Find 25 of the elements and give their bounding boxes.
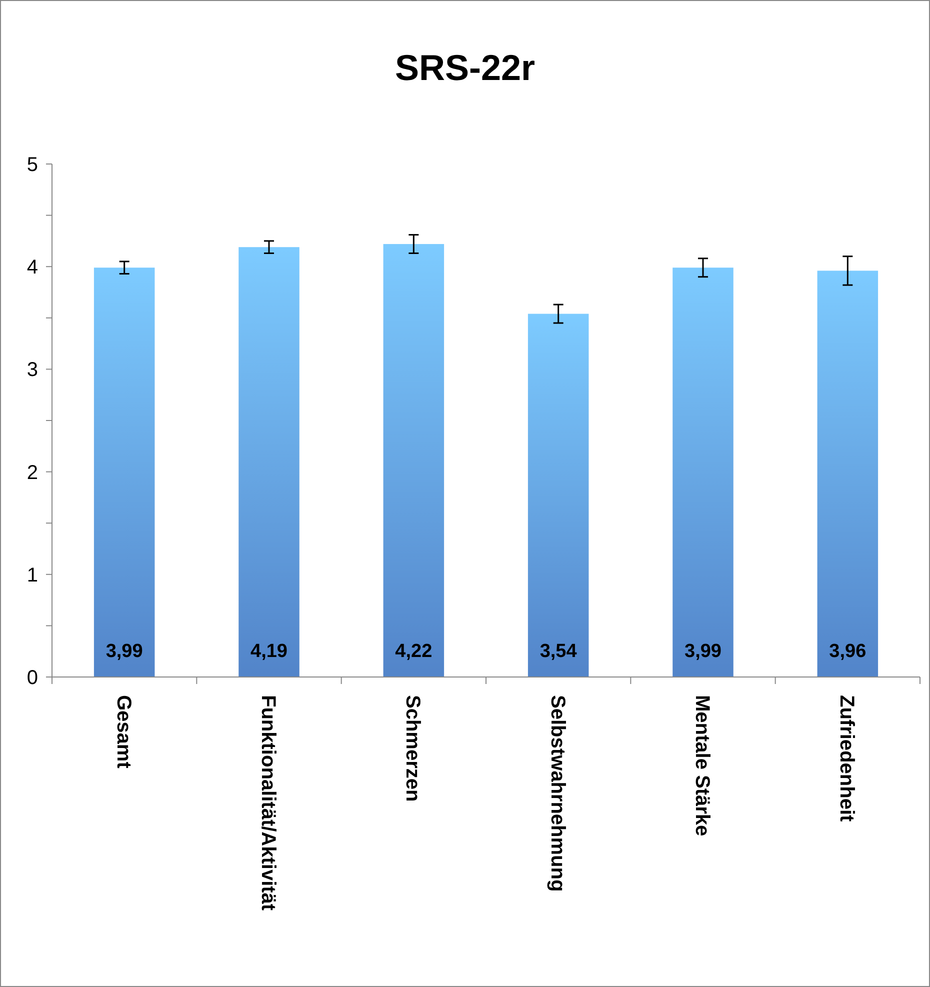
y-tick-label: 4 [26, 256, 38, 279]
x-tick-label: Mentale Stärke [691, 695, 713, 836]
data-label: 4,22 [395, 641, 432, 662]
bar [528, 314, 589, 677]
x-tick-label: Gesamt [112, 695, 134, 769]
x-tick-label: Schmerzen [402, 695, 424, 802]
y-tick-label: 5 [26, 154, 38, 176]
x-tick-label: Selbstwahrnehmung [546, 695, 568, 892]
bar [94, 268, 155, 677]
x-tick-label: Funktionalität/Aktivität [257, 695, 279, 911]
bar [383, 244, 444, 677]
y-tick-label: 1 [26, 564, 38, 586]
y-tick-label: 3 [26, 359, 38, 382]
data-label: 3,96 [829, 641, 866, 662]
chart-title: SRS-22r [394, 47, 536, 88]
bar [238, 247, 300, 677]
bar [672, 268, 734, 677]
y-tick-label: 2 [26, 462, 38, 484]
x-tick-label: Zufriedenheit [836, 695, 858, 822]
data-label: 3,99 [684, 641, 722, 662]
data-label: 3,99 [106, 641, 143, 662]
y-tick-label: 0 [26, 667, 38, 689]
data-label: 3,54 [540, 641, 578, 662]
data-label: 4,19 [250, 641, 288, 662]
bar [817, 270, 878, 677]
